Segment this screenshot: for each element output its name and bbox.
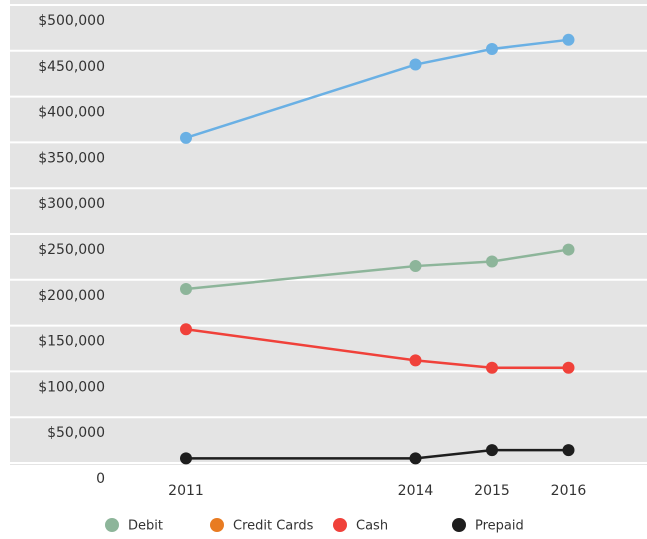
y-tick-label: $350,000 [38,150,105,166]
y-tick-label: $100,000 [38,379,105,395]
data-point [562,361,575,374]
legend-swatch [452,518,466,532]
y-tick-label: $400,000 [38,105,105,121]
y-tick-label: 0 [96,471,105,487]
data-point [562,33,575,46]
data-point [486,444,498,457]
data-point [180,282,192,295]
series-line [185,248,569,291]
data-point [180,131,192,144]
x-tick-label: 2011 [168,483,204,499]
data-point [409,452,422,465]
legend-swatch [105,518,119,532]
legend-label: Credit Cards [233,519,314,534]
y-tick-label: $50,000 [47,425,105,441]
y-tick-label: $500,000 [38,13,105,29]
series-line [186,448,569,460]
legend-label: Prepaid [475,519,524,534]
x-tick-label: 2016 [551,483,587,499]
data-point [486,361,498,374]
y-tick-label: $150,000 [38,334,105,350]
y-tick-label: $300,000 [38,196,105,212]
data-point [409,354,422,367]
data-point [180,323,192,336]
plot-background [10,0,647,465]
data-point [486,255,498,268]
series-line [185,328,569,369]
data-point [562,243,575,256]
data-point [180,452,192,465]
series-line [185,38,569,140]
x-tick-label: 2015 [474,483,510,499]
y-tick-label: $200,000 [38,288,105,304]
x-tick-label: 2014 [398,483,434,499]
legend-swatch [210,518,224,532]
data-point [409,260,422,273]
data-point [486,42,498,55]
legend-label: Cash [356,519,388,534]
y-tick-label: $250,000 [38,242,105,258]
legend-swatch [333,518,347,532]
data-point [562,444,575,457]
legend-label: Debit [128,519,163,534]
data-point [409,58,422,71]
y-tick-label: $450,000 [38,59,105,75]
